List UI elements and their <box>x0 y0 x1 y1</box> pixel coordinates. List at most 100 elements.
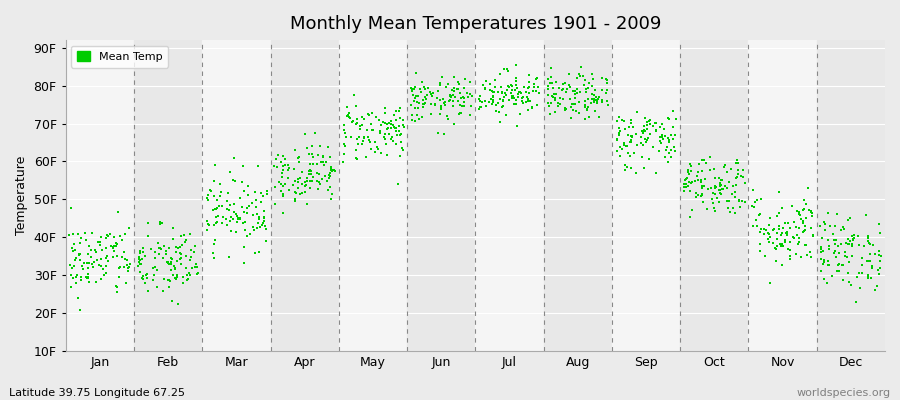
Point <box>714 177 728 183</box>
Point <box>609 136 624 143</box>
Point <box>302 171 316 178</box>
Point <box>269 156 284 162</box>
Point <box>118 231 132 237</box>
Point <box>546 91 561 98</box>
Point <box>837 249 851 256</box>
Point <box>679 176 693 182</box>
Point <box>157 242 171 249</box>
Point <box>368 138 382 145</box>
Point <box>729 182 743 188</box>
Point <box>149 284 164 290</box>
Point <box>105 244 120 250</box>
Point <box>495 89 509 95</box>
Point <box>580 96 595 102</box>
Point <box>526 81 541 88</box>
Point <box>339 103 354 110</box>
Point <box>131 254 146 261</box>
Point <box>752 210 767 217</box>
Point <box>759 226 773 233</box>
Point <box>712 187 726 193</box>
Point <box>181 276 195 283</box>
Point <box>190 264 204 270</box>
Point <box>356 134 371 140</box>
Point <box>580 104 595 110</box>
Point <box>271 152 285 159</box>
Point <box>771 189 786 195</box>
Point <box>153 245 167 252</box>
Point <box>745 203 760 210</box>
Point <box>380 152 394 158</box>
Point <box>162 276 176 283</box>
Point <box>438 98 453 105</box>
Point <box>254 198 268 205</box>
Point <box>236 220 250 227</box>
Point <box>189 261 203 268</box>
Point <box>431 88 446 94</box>
Point <box>526 84 541 90</box>
Point <box>543 111 557 118</box>
Point <box>239 210 254 216</box>
Point <box>680 183 695 189</box>
Point <box>642 118 656 124</box>
Point <box>94 238 108 245</box>
Point <box>862 258 877 264</box>
Point <box>658 154 672 160</box>
Point <box>304 167 319 174</box>
Point <box>625 133 639 139</box>
Point <box>454 110 468 116</box>
Point <box>361 134 375 140</box>
Point <box>74 277 88 284</box>
Point <box>493 119 508 125</box>
Point <box>305 174 320 180</box>
Point <box>65 265 79 272</box>
Point <box>155 220 169 226</box>
Bar <box>816 40 885 351</box>
Point <box>662 136 677 143</box>
Point <box>384 125 399 131</box>
Point <box>814 249 828 255</box>
Point <box>361 134 375 140</box>
Point <box>822 262 836 268</box>
Point <box>436 130 451 137</box>
Point <box>568 87 582 94</box>
Point <box>381 125 395 132</box>
Point <box>324 165 338 171</box>
Point <box>861 272 876 279</box>
Point <box>311 152 326 158</box>
Point <box>122 268 136 274</box>
Point <box>761 222 776 228</box>
Point <box>654 133 669 140</box>
Point <box>598 90 613 97</box>
Point <box>505 93 519 99</box>
Point <box>508 96 523 103</box>
Point <box>166 263 181 270</box>
Point <box>500 92 514 99</box>
Point <box>837 226 851 232</box>
Point <box>372 146 386 152</box>
Point <box>174 250 188 257</box>
Point <box>173 250 187 256</box>
Point <box>183 231 197 237</box>
Point <box>174 233 188 239</box>
Point <box>99 235 113 241</box>
Point <box>792 239 806 246</box>
Point <box>794 216 808 222</box>
Point <box>256 218 271 224</box>
Point <box>182 270 196 276</box>
Point <box>131 263 146 269</box>
Point <box>499 112 513 118</box>
Point <box>549 91 563 98</box>
Point <box>396 146 410 153</box>
Point <box>389 116 403 123</box>
Point <box>680 184 694 191</box>
Point <box>66 231 80 237</box>
Point <box>483 96 498 102</box>
Point <box>797 227 812 234</box>
Point <box>817 221 832 227</box>
Point <box>552 84 566 91</box>
Point <box>782 252 796 259</box>
Point <box>275 167 290 173</box>
Point <box>640 122 654 128</box>
Point <box>747 204 761 210</box>
Point <box>393 131 408 137</box>
